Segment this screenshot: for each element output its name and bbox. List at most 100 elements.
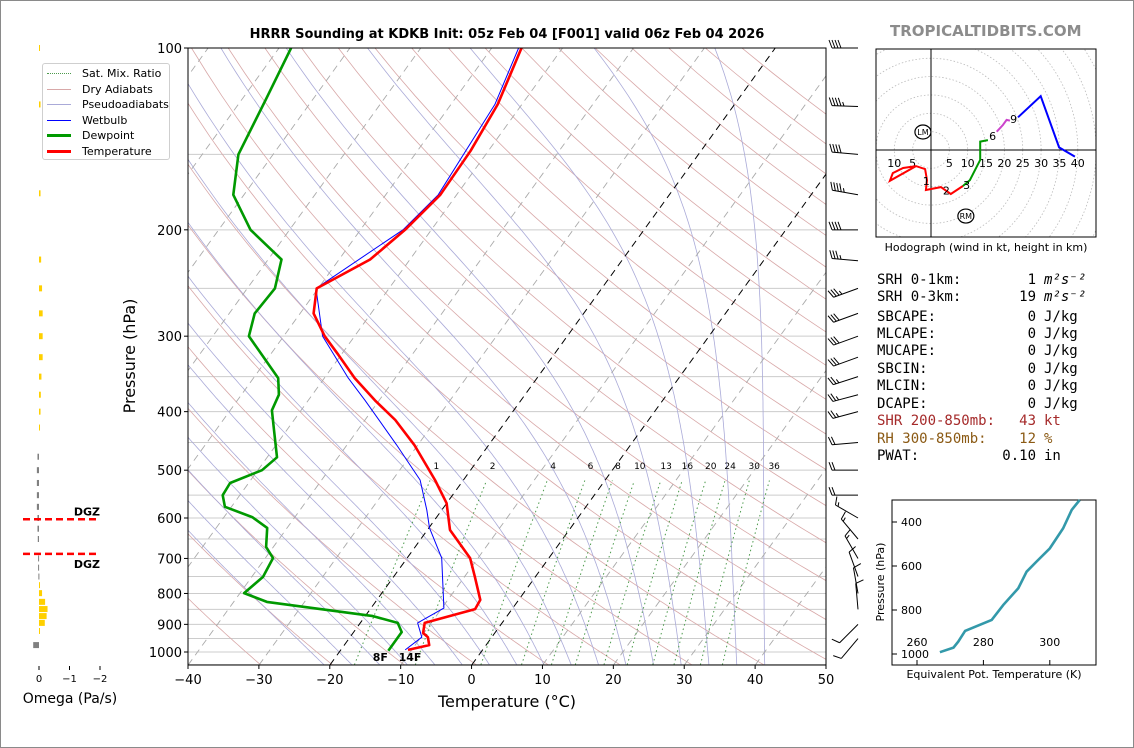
wind-barb xyxy=(855,579,864,610)
omega-tick-label: −1 xyxy=(62,674,77,685)
hodograph-height-label: 2 xyxy=(943,184,950,197)
pseudoadiabat xyxy=(285,48,654,665)
index-row: DCAPE: 0 J/kg xyxy=(877,396,1097,413)
theta-e-x-tick-label: 280 xyxy=(973,636,994,649)
barb-full xyxy=(855,579,864,584)
highlighted-isotherm xyxy=(329,48,776,665)
barb-full xyxy=(828,487,833,496)
legend-label: Pseudoadiabats xyxy=(82,98,169,111)
index-label: MLCAPE: xyxy=(877,326,937,342)
barb-half xyxy=(839,254,842,260)
barb-full xyxy=(827,411,834,419)
barb-full xyxy=(830,436,836,445)
barb-staff xyxy=(852,567,859,594)
pseudoadiabat xyxy=(188,529,325,665)
omega-bar xyxy=(37,525,39,532)
omega-bar xyxy=(39,391,41,398)
y-tick-label: 500 xyxy=(157,464,182,479)
legend-label: Wetbulb xyxy=(82,113,128,127)
x-tick-label: 20 xyxy=(605,673,622,688)
isotherm xyxy=(542,271,826,665)
pseudoadiabat xyxy=(469,48,710,665)
legend-swatch xyxy=(47,88,71,90)
index-value: 0 xyxy=(1027,361,1036,377)
wind-barb xyxy=(828,462,858,471)
hodograph-trace xyxy=(962,139,989,187)
hodograph-ring-label: 5 xyxy=(946,157,953,170)
barb-half xyxy=(838,290,843,295)
index-unit: kt xyxy=(1044,413,1061,429)
skewt-axes-frame xyxy=(187,47,827,666)
barb-full xyxy=(827,290,834,298)
index-value: 0 xyxy=(1027,309,1036,325)
x-tick-label: −10 xyxy=(387,673,414,688)
omega-bar xyxy=(39,190,41,197)
index-label: SHR 200-850mb: xyxy=(877,413,996,429)
barb-staff xyxy=(832,442,859,446)
barb-half xyxy=(835,396,840,401)
wind-barb xyxy=(844,529,859,559)
index-value: 0.10 xyxy=(1002,448,1036,464)
omega-tick-label: 0 xyxy=(36,674,42,685)
storm-motion-label: RM xyxy=(960,212,973,221)
theta-e-y-tick-label: 800 xyxy=(901,604,922,617)
barb-staff xyxy=(833,356,859,367)
wind-barb xyxy=(828,487,858,496)
index-label: MUCAPE: xyxy=(877,343,937,359)
hodograph-ring-label: 10 xyxy=(887,157,901,170)
y-tick-label: 1000 xyxy=(149,646,182,661)
omega-bar xyxy=(39,627,40,634)
pseudoadiabat xyxy=(188,275,518,665)
barb-staff xyxy=(840,638,859,659)
dry-adiabat xyxy=(188,533,333,665)
barb-staff xyxy=(832,394,859,402)
barb-half xyxy=(842,517,846,522)
isotherm xyxy=(684,468,826,665)
legend: Sat. Mix. Ratio Dry Adiabats Pseudoadiabat… xyxy=(42,63,170,160)
mixing-ratio-line xyxy=(626,480,683,665)
dry-adiabat xyxy=(188,346,549,665)
hodograph-trace xyxy=(1017,94,1076,158)
omega-bar xyxy=(36,492,39,499)
hodograph-ring-label: 25 xyxy=(1016,157,1030,170)
omega-bar xyxy=(39,373,42,380)
mixing-ratio-label: 13 xyxy=(660,462,671,472)
index-unit: m²s⁻² xyxy=(1044,289,1087,305)
index-unit: J/kg xyxy=(1044,361,1078,377)
theta-e-x-tick-label: 300 xyxy=(1039,636,1060,649)
index-unit: % xyxy=(1044,431,1053,447)
y-tick-label: 700 xyxy=(157,552,182,567)
barb-full xyxy=(827,359,834,367)
omega-bar xyxy=(39,354,43,361)
wind-barb xyxy=(834,496,859,519)
index-row: SBCIN: 0 J/kg xyxy=(877,361,1097,378)
barb-full xyxy=(834,221,839,230)
barb-full xyxy=(833,182,836,191)
pseudoadiabat xyxy=(188,82,599,665)
dry-adiabat xyxy=(188,163,765,665)
y-tick-label: 100 xyxy=(157,42,182,57)
dry-adiabat xyxy=(411,48,826,400)
legend-label: Sat. Mix. Ratio xyxy=(82,67,162,80)
dry-adiabat xyxy=(188,102,826,660)
barb-full xyxy=(838,144,842,154)
barb-half xyxy=(837,502,840,507)
pseudoadiabat xyxy=(188,221,545,665)
barb-staff xyxy=(832,189,859,196)
barb-full xyxy=(829,143,833,153)
barb-half xyxy=(835,379,840,384)
barb-full xyxy=(833,357,840,365)
wind-barb xyxy=(840,511,859,540)
barb-staff xyxy=(855,583,859,610)
wind-barb xyxy=(833,638,859,659)
watermark-logo: TROPICALTIDBITS.COM xyxy=(890,22,1082,40)
index-label: SBCIN: xyxy=(877,361,928,377)
omega-bar xyxy=(38,564,40,571)
omega-bar xyxy=(39,606,48,613)
barb-full xyxy=(833,313,840,321)
wind-barb xyxy=(852,563,862,594)
omega-bar xyxy=(39,45,40,51)
barb-full xyxy=(830,410,837,418)
x-tick-label: −40 xyxy=(174,673,201,688)
dry-adiabat xyxy=(264,48,826,544)
